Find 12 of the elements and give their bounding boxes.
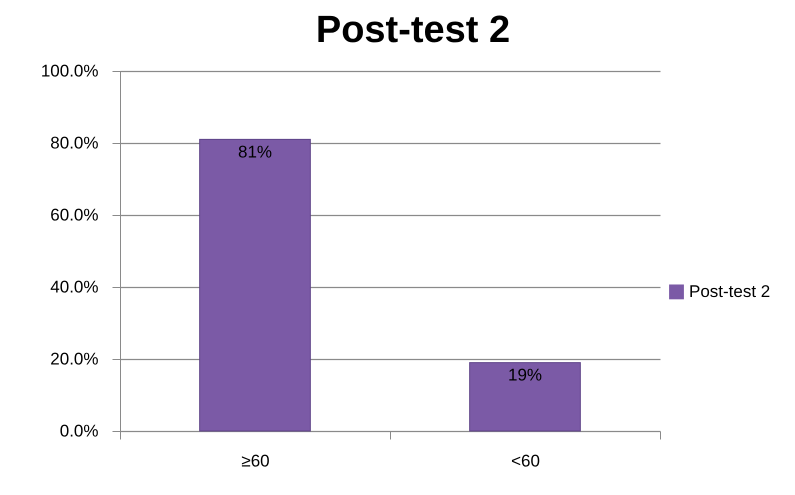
legend-label: Post-test 2 — [689, 282, 770, 301]
y-tick-label: 100.0% — [40, 62, 98, 80]
y-tick-label: 60.0% — [50, 206, 98, 224]
x-tick-label: <60 — [511, 452, 540, 470]
y-tick-label: 80.0% — [50, 134, 98, 152]
x-tick-label: ≥60 — [241, 452, 270, 470]
y-tick-label: 40.0% — [50, 278, 98, 296]
y-tick-label: 20.0% — [50, 350, 98, 368]
data-label: 19% — [508, 366, 542, 385]
y-tick-label: 0.0% — [60, 422, 98, 440]
data-label: 81% — [238, 142, 272, 162]
chart-title: Post-test 2 — [316, 9, 510, 51]
